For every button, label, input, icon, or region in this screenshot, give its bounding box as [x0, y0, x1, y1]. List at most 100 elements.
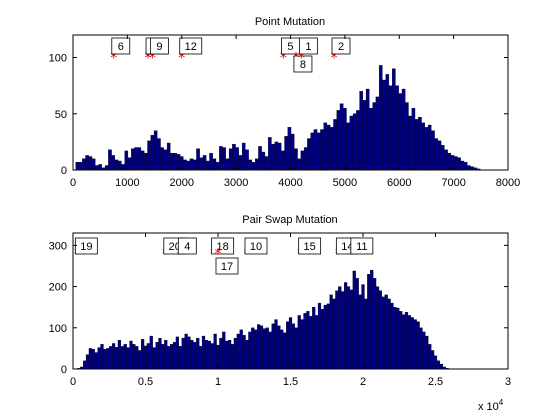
- marker-label-box: [211, 237, 235, 255]
- histogram-bar: [419, 327, 423, 370]
- histogram-bar: [335, 290, 339, 370]
- histogram-bar: [372, 278, 377, 370]
- histogram-bar: [259, 325, 264, 370]
- marker-label-box: [298, 37, 318, 55]
- histogram-bar: [227, 339, 232, 370]
- histogram-bar: [170, 152, 174, 171]
- histogram-bar: [193, 342, 197, 370]
- histogram-bar: [149, 335, 153, 370]
- marker-label-box: [331, 37, 351, 55]
- histogram-bar: [382, 79, 386, 171]
- histogram-bar: [349, 289, 354, 370]
- histogram-bar: [425, 335, 429, 370]
- histogram-bar: [457, 157, 461, 171]
- histogram-bar: [359, 91, 363, 171]
- histogram-bar: [153, 130, 158, 171]
- histogram-bar: [75, 161, 80, 171]
- histogram-bar: [140, 150, 145, 171]
- histogram-bar: [207, 340, 211, 370]
- histogram-bar: [314, 315, 319, 370]
- histogram-bar: [254, 329, 258, 370]
- histogram-bar: [326, 124, 331, 171]
- histogram-bar: [387, 298, 391, 370]
- histogram-bar: [476, 168, 481, 171]
- histogram-bar: [355, 278, 359, 370]
- x-tick-label: 1000: [115, 177, 139, 189]
- histogram-bar: [123, 344, 127, 370]
- x-tick-label: 3: [505, 376, 511, 388]
- histogram-bar: [294, 148, 298, 171]
- histogram-bar: [150, 134, 155, 171]
- histogram-bar: [98, 164, 102, 171]
- histogram-bar: [196, 337, 200, 370]
- histogram-bar: [111, 155, 116, 171]
- histogram-bar: [238, 155, 243, 171]
- histogram-bar: [161, 344, 165, 370]
- histogram-bar: [100, 344, 104, 370]
- histogram-bar: [281, 150, 285, 171]
- histogram-bar: [201, 335, 206, 370]
- histogram-bar: [135, 346, 139, 370]
- marker-star: *: [331, 51, 338, 67]
- histogram-bar: [95, 165, 99, 171]
- histogram-bar: [256, 324, 261, 370]
- histogram-bar: [297, 315, 301, 370]
- marker-star: *: [149, 51, 156, 67]
- histogram-bar: [193, 159, 197, 171]
- x-tick-label: 2000: [170, 177, 194, 189]
- histogram-bar: [245, 149, 249, 171]
- y-tick-label: 0: [61, 165, 67, 177]
- x-tick-label: 4000: [278, 177, 302, 189]
- x-tick-label: 2.5: [428, 376, 443, 388]
- histogram-bar: [112, 343, 116, 370]
- histogram-bar: [470, 166, 474, 171]
- histogram-bar: [131, 148, 135, 171]
- histogram-bar: [303, 147, 308, 171]
- y-tick-label: 50: [55, 109, 67, 121]
- histogram-bar: [127, 157, 132, 171]
- histogram-bar: [80, 366, 84, 370]
- histogram-bar: [258, 146, 262, 171]
- histogram-bar: [384, 294, 388, 370]
- x-tick-label: 7000: [441, 177, 465, 189]
- histogram-bar: [313, 129, 318, 171]
- histogram-bar: [199, 157, 204, 171]
- histogram-bar: [424, 127, 429, 171]
- histogram-bar: [284, 136, 288, 171]
- histogram-bar: [385, 74, 390, 171]
- histogram-bar: [339, 103, 344, 171]
- y-tick-label: 100: [49, 323, 67, 335]
- histogram-bar: [358, 294, 362, 370]
- marker-label-box: [177, 237, 197, 255]
- histogram-bar: [288, 317, 293, 370]
- plot-title: Pair Swap Mutation: [242, 214, 337, 226]
- marker-label-box: [350, 237, 374, 255]
- marker-star: *: [177, 247, 184, 263]
- histogram-bar: [396, 307, 400, 370]
- histogram-bar: [290, 133, 295, 171]
- mutation-markers: * 19 * 20* 4 * 18*17* 10 * 15 * 14* 11: [74, 237, 374, 275]
- histogram-bar: [375, 96, 380, 171]
- histogram-bar: [369, 107, 373, 171]
- plot-pair-swap-mutation: Pair Swap Mutation * 19 * 20* 4 * 18*17* 10 * 15 *…: [49, 214, 511, 413]
- histogram-bar: [418, 116, 422, 171]
- y-tick-label: 0: [61, 364, 67, 376]
- histogram-bar: [213, 333, 217, 370]
- histogram-bar: [236, 333, 240, 370]
- histogram-bar: [225, 158, 230, 171]
- histogram-bar: [447, 152, 452, 171]
- histogram-bar: [316, 132, 321, 171]
- histogram-bar: [103, 349, 107, 370]
- histogram-bar: [364, 298, 368, 370]
- histogram-bar: [163, 149, 168, 171]
- histogram-bar: [277, 142, 282, 171]
- marker-label: 2: [338, 41, 344, 53]
- histogram-bar: [431, 130, 435, 171]
- histogram-bar: [219, 337, 223, 370]
- histogram-bar: [117, 339, 121, 370]
- histogram-bar: [202, 155, 207, 171]
- histogram-bar: [405, 102, 409, 171]
- histogram-bar: [268, 137, 272, 171]
- histogram-bar: [152, 347, 156, 370]
